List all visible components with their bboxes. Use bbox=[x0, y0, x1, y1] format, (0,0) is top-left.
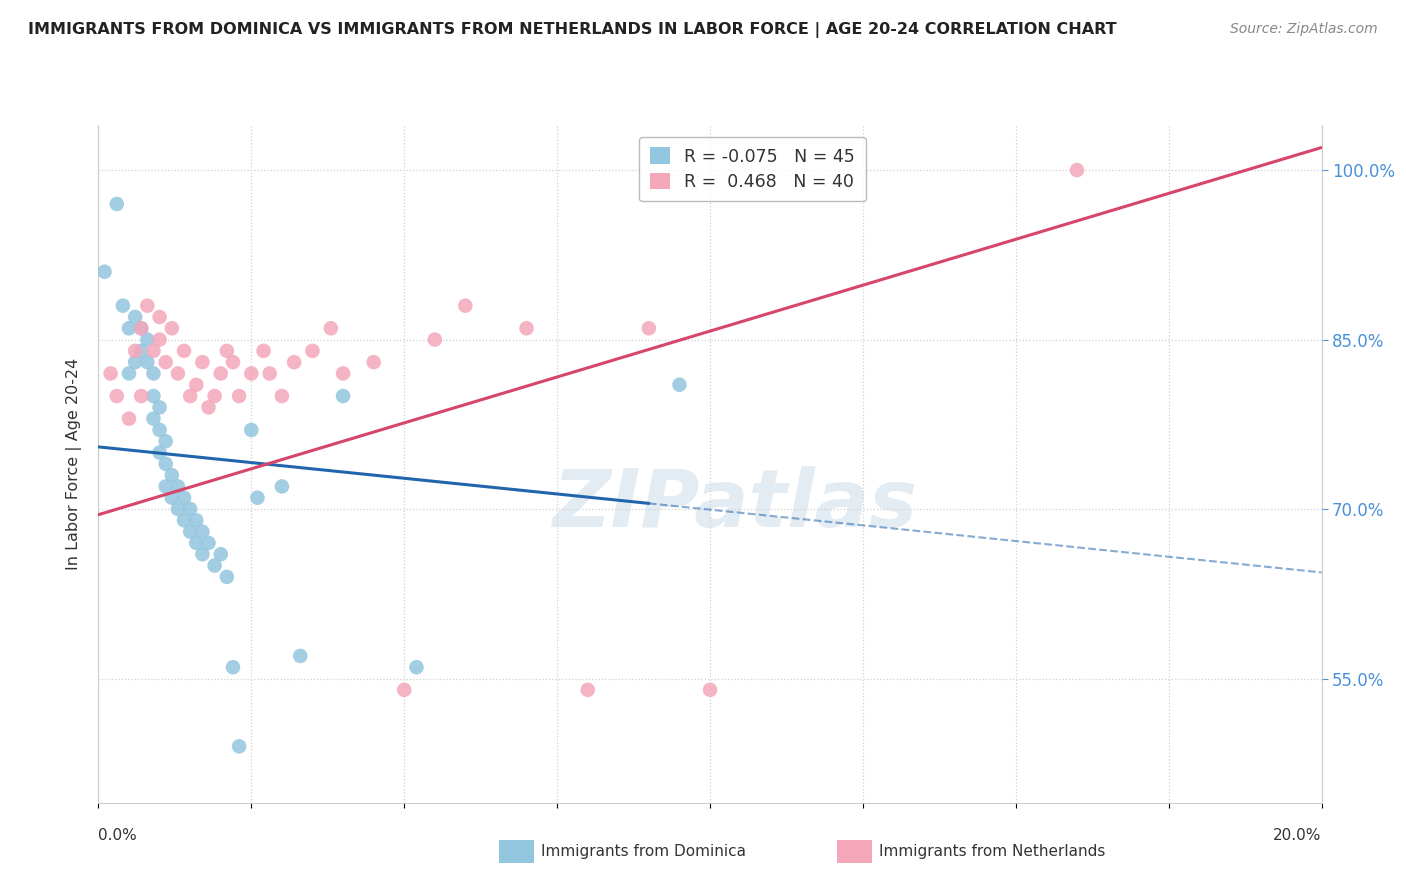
Point bbox=[149, 445, 172, 459]
Point bbox=[222, 660, 245, 674]
Y-axis label: In Labor Force | Age 20-24: In Labor Force | Age 20-24 bbox=[66, 358, 83, 570]
Point bbox=[363, 355, 385, 369]
Point bbox=[332, 367, 354, 381]
Point bbox=[215, 343, 238, 358]
Point bbox=[142, 367, 165, 381]
Point bbox=[637, 321, 661, 335]
Point bbox=[111, 299, 134, 313]
Point bbox=[240, 367, 263, 381]
Text: IMMIGRANTS FROM DOMINICA VS IMMIGRANTS FROM NETHERLANDS IN LABOR FORCE | AGE 20-: IMMIGRANTS FROM DOMINICA VS IMMIGRANTS F… bbox=[28, 22, 1116, 38]
Point bbox=[204, 558, 226, 573]
Point bbox=[155, 457, 177, 471]
Point bbox=[149, 423, 172, 437]
Point bbox=[124, 355, 146, 369]
Point bbox=[332, 389, 354, 403]
Point bbox=[319, 321, 342, 335]
Point bbox=[228, 389, 250, 403]
Point bbox=[668, 377, 690, 392]
Point bbox=[160, 491, 183, 505]
Point bbox=[228, 739, 250, 754]
Point bbox=[129, 321, 152, 335]
Point bbox=[209, 547, 232, 561]
Point bbox=[149, 310, 172, 324]
Point bbox=[246, 491, 269, 505]
Point bbox=[179, 389, 201, 403]
Point bbox=[124, 310, 146, 324]
Point bbox=[155, 434, 177, 449]
Point bbox=[240, 423, 263, 437]
Point bbox=[155, 355, 177, 369]
Point bbox=[270, 389, 292, 403]
Point bbox=[124, 343, 146, 358]
Point bbox=[191, 355, 214, 369]
Point bbox=[105, 197, 128, 211]
Point bbox=[301, 343, 323, 358]
Point bbox=[290, 648, 312, 663]
Point bbox=[129, 321, 152, 335]
Point bbox=[167, 479, 190, 493]
Point bbox=[215, 570, 238, 584]
Point bbox=[160, 321, 183, 335]
Point bbox=[136, 355, 159, 369]
Text: Source: ZipAtlas.com: Source: ZipAtlas.com bbox=[1230, 22, 1378, 37]
Point bbox=[252, 343, 274, 358]
Point bbox=[1066, 163, 1088, 178]
Point bbox=[392, 682, 416, 697]
Text: Immigrants from Dominica: Immigrants from Dominica bbox=[541, 845, 747, 859]
Point bbox=[186, 513, 208, 527]
Point bbox=[270, 479, 292, 493]
Point bbox=[142, 411, 165, 425]
Point bbox=[136, 333, 159, 347]
Point bbox=[191, 524, 214, 539]
Point bbox=[283, 355, 305, 369]
Point bbox=[155, 479, 177, 493]
Point bbox=[222, 355, 245, 369]
Point bbox=[118, 367, 141, 381]
Point bbox=[197, 401, 219, 415]
Point bbox=[209, 367, 232, 381]
Text: ZIPatlas: ZIPatlas bbox=[553, 466, 917, 543]
Point bbox=[699, 682, 721, 697]
Point bbox=[118, 321, 141, 335]
Point bbox=[93, 265, 115, 279]
Point bbox=[167, 367, 190, 381]
Point bbox=[179, 502, 201, 516]
Point bbox=[118, 411, 141, 425]
Point bbox=[149, 401, 172, 415]
Point bbox=[105, 389, 128, 403]
Point bbox=[129, 389, 152, 403]
Point bbox=[186, 536, 208, 550]
Point bbox=[576, 682, 599, 697]
Point bbox=[204, 389, 226, 403]
Text: 0.0%: 0.0% bbox=[98, 828, 138, 843]
Text: Immigrants from Netherlands: Immigrants from Netherlands bbox=[879, 845, 1105, 859]
Point bbox=[516, 321, 538, 335]
Point bbox=[160, 468, 183, 483]
Point bbox=[142, 343, 165, 358]
Point bbox=[149, 333, 172, 347]
Point bbox=[197, 536, 219, 550]
Point bbox=[179, 524, 201, 539]
Point bbox=[173, 513, 195, 527]
Point bbox=[142, 389, 165, 403]
Point bbox=[100, 367, 122, 381]
Point bbox=[454, 299, 477, 313]
Point bbox=[173, 491, 195, 505]
Point bbox=[191, 547, 214, 561]
Point bbox=[423, 333, 446, 347]
Legend: R = -0.075   N = 45, R =  0.468   N = 40: R = -0.075 N = 45, R = 0.468 N = 40 bbox=[640, 137, 866, 202]
Point bbox=[173, 343, 195, 358]
Point bbox=[167, 502, 190, 516]
Point bbox=[136, 299, 159, 313]
Point bbox=[405, 660, 427, 674]
Point bbox=[186, 377, 208, 392]
Point bbox=[259, 367, 281, 381]
Point bbox=[129, 343, 152, 358]
Text: 20.0%: 20.0% bbox=[1274, 828, 1322, 843]
